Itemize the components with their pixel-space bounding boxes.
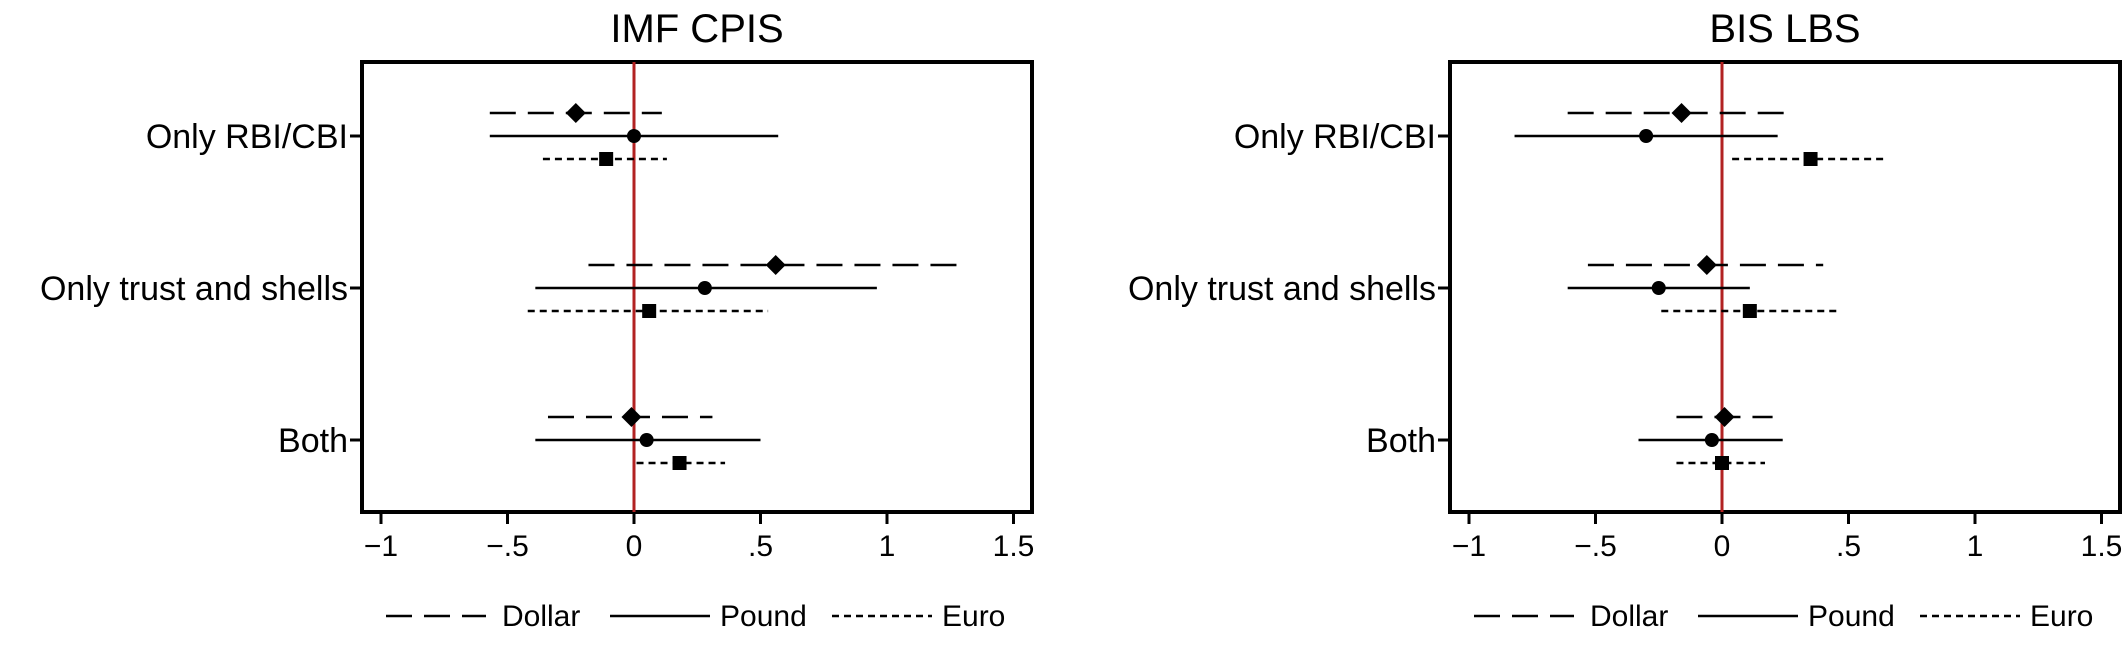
point-estimate-euro (1742, 304, 1757, 318)
category-label: Both (278, 422, 348, 460)
point-estimate-pound (627, 129, 641, 143)
legend-label: Pound (1808, 600, 1895, 633)
plot-frame (1448, 60, 2122, 514)
x-tick-label: 1 (1967, 530, 1984, 563)
chart-title: BIS LBS (1709, 7, 1860, 51)
point-estimate-pound (1639, 129, 1654, 143)
category-label: Only RBI/CBI (1234, 118, 1436, 156)
legend: Dollar Pound Euro (1474, 600, 2093, 633)
x-tick-label: .5 (748, 530, 773, 563)
x-tick-label: 1 (879, 530, 896, 563)
x-tick-label: 1.5 (2081, 530, 2123, 563)
point-estimate-euro (1715, 456, 1729, 470)
category-label: Both (1366, 422, 1436, 460)
category-label: Only trust and shells (40, 270, 348, 308)
point-estimate-euro (672, 456, 687, 470)
legend-label: Dollar (1590, 600, 1668, 633)
chart-panel-2: BIS LBS Only RBI/CBI Only trust and shells… (1128, 7, 2122, 633)
x-tick-label: 0 (1714, 530, 1731, 563)
point-estimate-dollar (1696, 255, 1717, 275)
category-label: Only trust and shells (1128, 270, 1436, 308)
point-estimate-dollar (1671, 103, 1692, 123)
point-estimate-euro (599, 152, 614, 166)
x-tick-label: −.5 (1574, 530, 1617, 563)
point-estimate-pound (697, 281, 712, 295)
point-estimate-dollar (621, 407, 642, 427)
point-estimate-pound (1651, 281, 1666, 295)
point-estimate-pound (639, 433, 654, 447)
x-tick-label: 0 (626, 530, 643, 563)
legend-label: Euro (2030, 600, 2093, 633)
legend: Dollar Pound Euro (386, 600, 1005, 633)
point-estimate-dollar (565, 103, 586, 123)
chart-title: IMF CPIS (610, 7, 783, 51)
point-estimate-dollar (1714, 407, 1735, 427)
category-label: Only RBI/CBI (146, 118, 348, 156)
x-tick-label: −.5 (486, 530, 529, 563)
x-tick-label: .5 (1836, 530, 1861, 563)
legend-label: Pound (720, 600, 807, 633)
legend-label: Dollar (502, 600, 580, 633)
chart-panel-1: IMF CPIS Only RBI/CBI Only trust and shell… (40, 7, 1034, 633)
point-estimate-euro (1803, 152, 1818, 166)
point-estimate-pound (1704, 433, 1719, 447)
legend-label: Euro (942, 600, 1005, 633)
x-tick-label: −1 (364, 530, 398, 563)
x-tick-label: 1.5 (993, 530, 1035, 563)
point-estimate-euro (642, 304, 657, 318)
point-estimate-dollar (765, 255, 786, 275)
x-tick-label: −1 (1452, 530, 1486, 563)
